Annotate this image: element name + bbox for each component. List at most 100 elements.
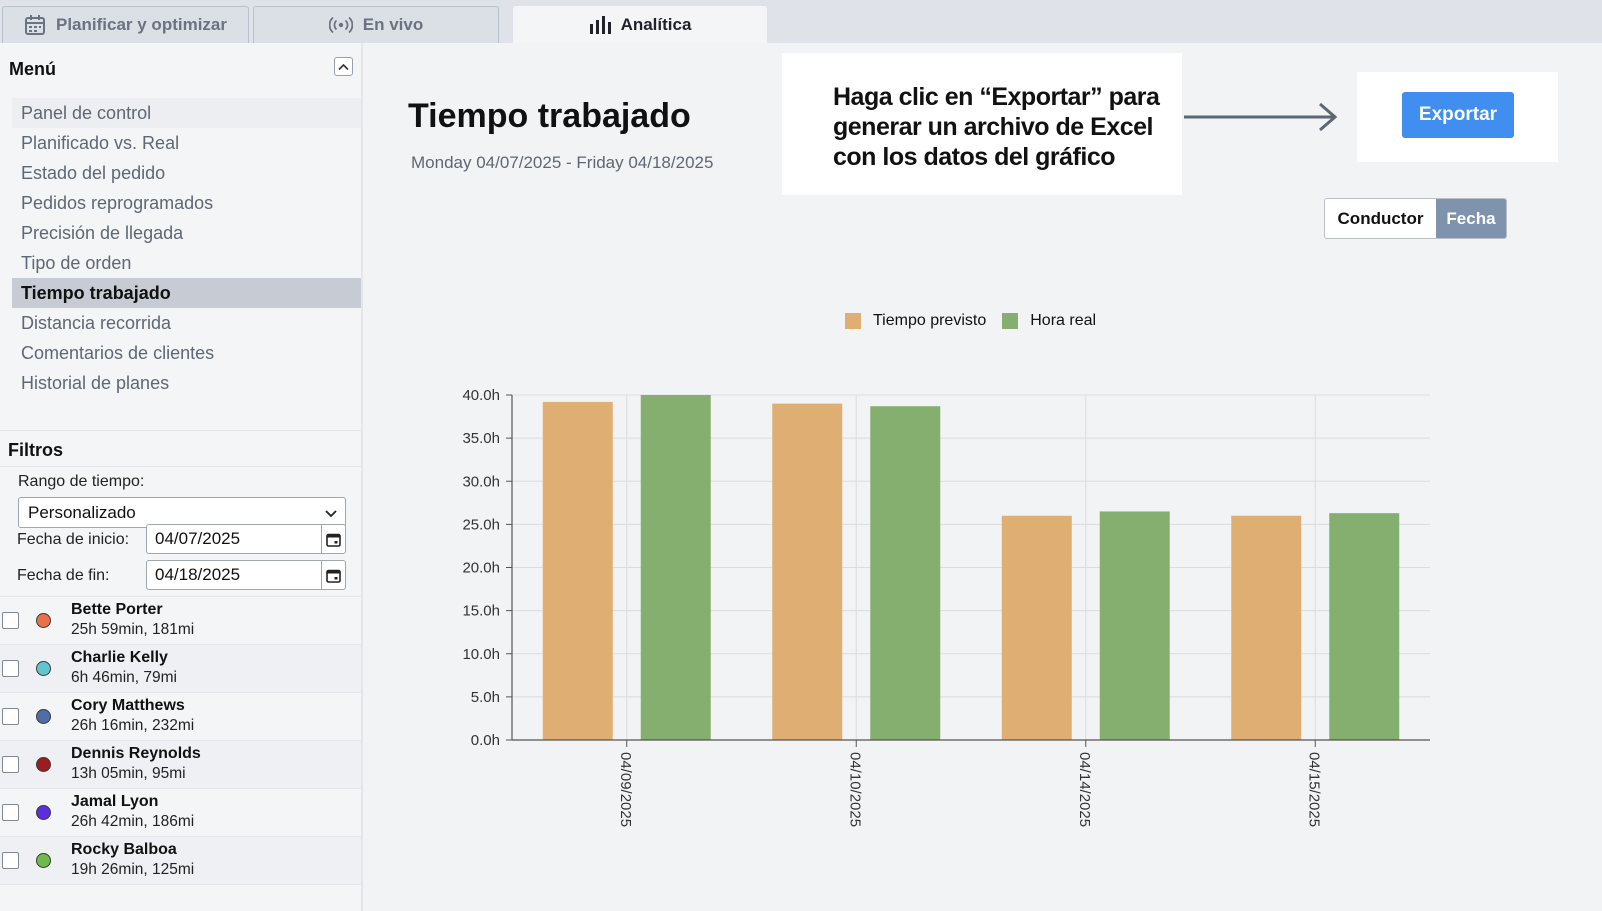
bar <box>1231 515 1302 740</box>
menu-item-order-status[interactable]: Estado del pedido <box>21 163 166 183</box>
legend-item-planned[interactable]: Tiempo previsto <box>845 312 986 330</box>
driver-checkbox[interactable] <box>2 804 19 821</box>
y-tick-label: 35.0h <box>462 430 500 447</box>
driver-checkbox[interactable] <box>2 852 19 869</box>
group-by-toggle: Conductor Fecha <box>1324 198 1507 239</box>
bar <box>1001 515 1072 740</box>
tab-label: En vivo <box>362 15 424 34</box>
driver-color-dot <box>36 613 51 628</box>
toggle-date[interactable]: Fecha <box>1436 199 1506 238</box>
x-tick-label: 04/14/2025 <box>1076 752 1093 827</box>
bar <box>1329 513 1400 740</box>
driver-row: Cory Matthews 26h 16min, 232mi <box>0 692 361 740</box>
tab-analytics[interactable]: Analítica <box>513 6 767 43</box>
export-button[interactable]: Exportar <box>1402 92 1514 138</box>
divider <box>0 466 361 467</box>
bar-chart-icon <box>589 16 611 34</box>
menu-item-planned-vs-actual[interactable]: Planificado vs. Real <box>21 133 180 153</box>
start-date-value: 04/07/2025 <box>155 529 241 548</box>
driver-stats: 19h 26min, 125mi <box>71 861 195 878</box>
chevron-down-icon <box>325 510 337 518</box>
tab-live[interactable]: En vivo <box>253 6 499 43</box>
y-tick-label: 30.0h <box>462 473 500 490</box>
driver-row: Bette Porter 25h 59min, 181mi <box>0 596 361 644</box>
calendar-icon <box>326 569 341 583</box>
chevron-up-icon <box>338 63 349 70</box>
sidebar: Menú Panel de control Planificado vs. Re… <box>0 43 363 911</box>
y-tick-label: 5.0h <box>471 689 500 706</box>
filters-title: Filtros <box>8 440 64 460</box>
start-date-label: Fecha de inicio: <box>17 531 130 548</box>
time-range-label: Rango de tiempo: <box>18 473 145 490</box>
date-range-subtitle: Monday 04/07/2025 - Friday 04/18/2025 <box>411 153 714 172</box>
end-date-field[interactable]: 04/18/2025 <box>146 560 346 590</box>
legend-swatch <box>845 313 861 329</box>
export-callout: Haga clic en “Exportar” para generar un … <box>782 53 1182 195</box>
menu-item-distance-traveled[interactable]: Distancia recorrida <box>21 313 172 333</box>
driver-row: Charlie Kelly 6h 46min, 79mi <box>0 644 361 692</box>
driver-checkbox[interactable] <box>2 756 19 773</box>
y-tick-label: 15.0h <box>462 603 500 620</box>
start-date-calendar-button[interactable] <box>321 525 345 553</box>
broadcast-icon <box>328 16 353 34</box>
driver-name: Bette Porter <box>71 601 163 618</box>
export-panel: Exportar <box>1357 72 1558 162</box>
driver-name: Charlie Kelly <box>71 649 168 666</box>
driver-color-dot <box>36 757 51 772</box>
toggle-driver[interactable]: Conductor <box>1325 199 1436 238</box>
end-date-label: Fecha de fin: <box>17 567 110 584</box>
menu-item-order-type[interactable]: Tipo de orden <box>21 253 132 273</box>
x-tick-label: 04/09/2025 <box>617 752 634 827</box>
bar <box>640 395 711 740</box>
x-tick-label: 04/15/2025 <box>1305 752 1322 827</box>
time-worked-chart: 0.0h 5.0h 10.0h 15.0h 20.0h 25.0h 30.0h 35.0h 40… <box>462 387 1430 827</box>
tab-label: Analítica <box>620 15 692 34</box>
menu-list: Panel de control Planificado vs. Real Es… <box>12 98 361 398</box>
driver-color-dot <box>36 661 51 676</box>
driver-name: Cory Matthews <box>71 697 185 714</box>
y-tick-label: 10.0h <box>462 646 500 663</box>
driver-name: Rocky Balboa <box>71 841 177 858</box>
y-tick-label: 20.0h <box>462 560 500 577</box>
driver-color-dot <box>36 709 51 724</box>
end-date-value: 04/18/2025 <box>155 565 241 584</box>
end-date-calendar-button[interactable] <box>321 561 345 589</box>
driver-stats: 6h 46min, 79mi <box>71 669 177 686</box>
driver-stats: 13h 05min, 95mi <box>71 765 186 782</box>
collapse-menu-button[interactable] <box>334 57 353 76</box>
time-range-select[interactable]: Personalizado <box>18 497 346 528</box>
menu-item-plan-history[interactable]: Historial de planes <box>21 373 170 393</box>
page-title: Tiempo trabajado <box>408 97 691 135</box>
menu-item-customer-comments[interactable]: Comentarios de clientes <box>21 343 215 363</box>
calendar-icon <box>326 533 341 547</box>
driver-color-dot <box>36 853 51 868</box>
menu-item-arrival-accuracy[interactable]: Precisión de llegada <box>21 223 184 243</box>
driver-row: Dennis Reynolds 13h 05min, 95mi <box>0 740 361 788</box>
y-tick-label: 40.0h <box>462 387 500 404</box>
time-range-value: Personalizado <box>28 503 136 522</box>
driver-checkbox[interactable] <box>2 708 19 725</box>
driver-checkbox[interactable] <box>2 660 19 677</box>
top-tab-bar: Planificar y optimizar En vivo Analítica <box>0 0 1602 43</box>
bar <box>772 403 843 740</box>
y-tick-label: 0.0h <box>471 732 500 749</box>
y-tick-label: 25.0h <box>462 516 500 533</box>
driver-stats: 25h 59min, 181mi <box>71 621 195 638</box>
arrow-right-icon <box>1184 102 1338 132</box>
bar <box>542 401 613 740</box>
tab-plan-optimize[interactable]: Planificar y optimizar <box>2 6 249 43</box>
menu-item-rescheduled-orders[interactable]: Pedidos reprogramados <box>21 193 214 213</box>
bar <box>1099 511 1170 740</box>
driver-name: Dennis Reynolds <box>71 745 201 762</box>
menu-item-dashboard[interactable]: Panel de control <box>12 98 361 128</box>
driver-checkbox[interactable] <box>2 612 19 629</box>
legend-item-actual[interactable]: Hora real <box>1002 312 1096 330</box>
start-date-field[interactable]: 04/07/2025 <box>146 524 346 554</box>
driver-color-dot <box>36 805 51 820</box>
bar <box>870 406 941 740</box>
menu-item-time-worked[interactable]: Tiempo trabajado <box>12 278 361 308</box>
driver-row: Jamal Lyon 26h 42min, 186mi <box>0 788 361 836</box>
menu-title: Menú <box>9 59 56 79</box>
divider <box>0 430 361 431</box>
tab-label: Planificar y optimizar <box>56 15 227 34</box>
